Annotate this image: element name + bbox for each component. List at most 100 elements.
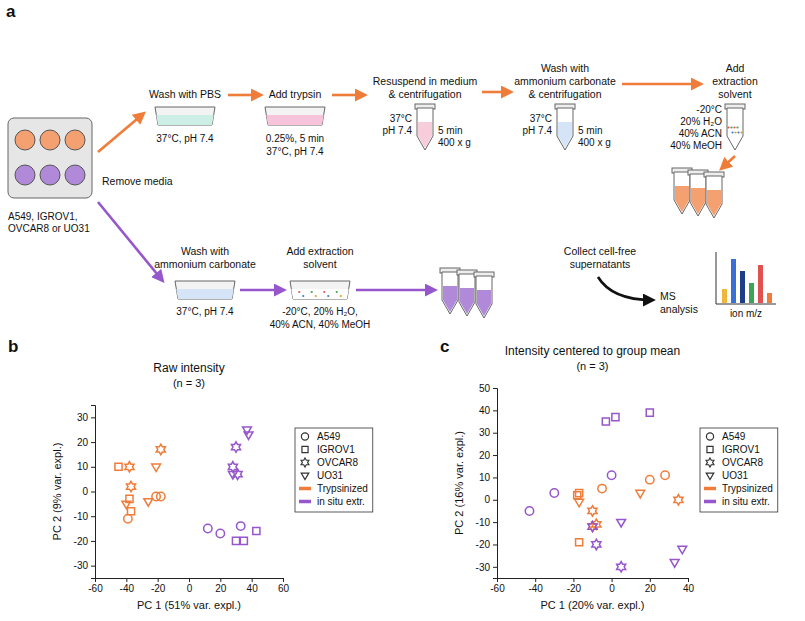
tube-liquid — [443, 286, 457, 312]
tube — [417, 108, 433, 150]
step-condition: pH 7.4 — [523, 125, 553, 136]
tick-label: 10 — [77, 461, 89, 472]
point — [636, 490, 645, 498]
tick: -20 — [476, 539, 497, 550]
tick-label: 20 — [645, 583, 657, 594]
ms-label: MS — [660, 290, 676, 302]
tick: -10 — [476, 517, 497, 528]
tick-mark — [220, 578, 221, 582]
well — [40, 130, 60, 150]
spectrum-icon-axis — [716, 252, 776, 304]
tick-label: 20 — [479, 450, 491, 461]
point — [588, 521, 597, 532]
tube — [476, 276, 492, 318]
solvent-dot — [737, 131, 739, 133]
step-condition: 20% H₂O — [680, 116, 722, 127]
solvent-dot — [736, 126, 738, 128]
legend-label: Trypsinized — [722, 483, 773, 494]
tick-mark — [493, 455, 497, 456]
legend-label: UO31 — [317, 470, 344, 481]
solvent-dot — [323, 291, 325, 293]
point — [607, 471, 615, 479]
well-plate — [8, 118, 92, 198]
legend-label: A549 — [722, 431, 746, 442]
legend-marker — [706, 458, 714, 467]
x-axis: -60-40-200204060 — [88, 578, 289, 594]
point — [253, 527, 260, 534]
ms-axis-label: ion m/z — [730, 308, 762, 319]
step-title: ammonium carbonate — [514, 75, 616, 87]
x-axis-title: PC 1 (20% var. expl.) — [541, 599, 645, 611]
legend-label: Trypsinized — [317, 483, 368, 494]
point — [576, 539, 583, 546]
step-condition: 40% ACN — [679, 128, 722, 139]
step-title: Wash with — [181, 245, 229, 257]
legend-marker — [706, 433, 713, 440]
tick-mark — [158, 578, 159, 582]
point — [125, 462, 134, 473]
legend-swatch — [704, 487, 716, 491]
axis-line — [96, 579, 284, 583]
step-title: Wash with PBS — [149, 88, 221, 100]
step-condition: 5 min — [438, 125, 462, 136]
tick: 0 — [484, 494, 497, 505]
arrow — [98, 202, 162, 280]
legend-label: in situ extr. — [722, 496, 770, 507]
legend-label: UO31 — [722, 470, 749, 481]
tick: 20 — [645, 578, 657, 594]
tick-mark — [493, 410, 497, 411]
tick-mark — [91, 417, 95, 418]
legend-box — [700, 428, 778, 512]
point — [575, 499, 584, 507]
tick: 20 — [479, 450, 497, 461]
step-title: Add extraction — [286, 245, 353, 257]
point — [127, 508, 134, 515]
tick-mark — [493, 500, 497, 501]
step-condition: 37°C, pH 7.4 — [266, 146, 324, 157]
dish — [155, 107, 215, 125]
tick: 30 — [479, 427, 497, 438]
legend-label: IGROV1 — [722, 444, 760, 455]
panel-letter: b — [8, 337, 18, 356]
tick-mark — [493, 522, 497, 523]
tick: 20 — [215, 578, 227, 594]
tick-mark — [283, 578, 284, 582]
tick-label: 0 — [82, 486, 88, 497]
solvent-dot — [336, 291, 338, 293]
step-condition: -20°C, 20% H₂O, — [282, 306, 358, 317]
tube-liquid — [691, 188, 705, 214]
solvent-dot — [731, 131, 733, 133]
tick-mark — [91, 492, 95, 493]
point — [678, 546, 687, 554]
subtitle: (n = 3) — [173, 377, 205, 389]
tube-liquid — [558, 122, 572, 148]
solvent-dot — [730, 126, 732, 128]
well — [65, 130, 85, 150]
tick-mark — [688, 578, 689, 582]
step-condition: -20°C — [696, 104, 722, 115]
figure: aA549, IGROV1,OVCAR8 or UO31Remove media… — [0, 0, 805, 621]
point — [574, 492, 581, 499]
dish-liquid — [156, 115, 213, 125]
axis-line — [91, 406, 96, 579]
step-title: & centrifugation — [389, 88, 462, 100]
tick: 20 — [77, 437, 95, 448]
step-condition: 37°C — [390, 113, 412, 124]
step-title: extraction — [712, 75, 758, 87]
tick-mark — [493, 433, 497, 434]
point — [232, 537, 239, 544]
tick-mark — [573, 578, 574, 582]
tick-label: 0 — [609, 583, 615, 594]
spectrum-icon-bar — [731, 259, 736, 303]
dish — [265, 107, 325, 125]
cell-lines: A549, IGROV1,OVCAR8 or UO31 — [8, 211, 90, 234]
solvent-dot — [315, 295, 317, 297]
step-title: Resuspend in medium — [373, 75, 478, 87]
point — [592, 539, 601, 550]
legend-marker — [707, 446, 713, 452]
arrow — [228, 94, 260, 97]
tick-label: 10 — [479, 472, 491, 483]
tube — [690, 174, 706, 216]
point — [115, 463, 122, 470]
tick-mark — [612, 578, 613, 582]
